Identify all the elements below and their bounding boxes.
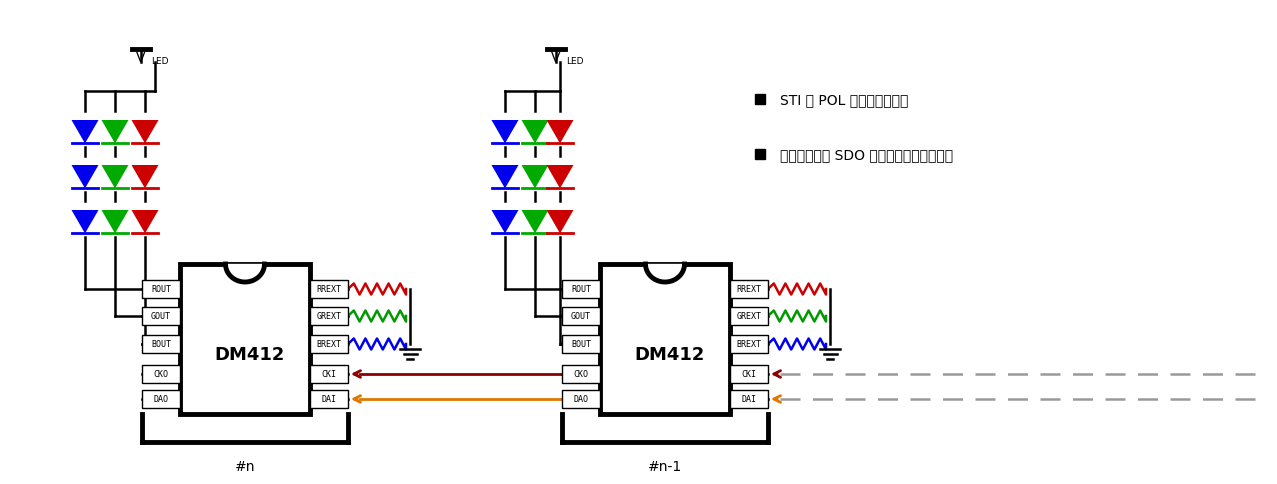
Bar [562,390,600,408]
Text: CKO: CKO [153,370,169,378]
Polygon shape [547,121,573,144]
Polygon shape [72,166,98,189]
Polygon shape [547,166,573,189]
Polygon shape [72,121,98,144]
Polygon shape [492,121,518,144]
Text: DAI: DAI [742,394,756,404]
Bar [730,335,767,353]
Bar [310,307,349,325]
Text: DM412: DM412 [635,345,705,363]
Bar [562,365,600,383]
Text: DM412: DM412 [215,345,285,363]
Bar [730,307,767,325]
Polygon shape [521,166,549,189]
Text: STI 与 POL 端连接至高准位: STI 与 POL 端连接至高准位 [780,93,908,107]
Bar [310,335,349,353]
Bar [142,280,180,298]
Bar [562,280,600,298]
Polygon shape [101,121,129,144]
Polygon shape [547,211,573,234]
Polygon shape [72,211,98,234]
Text: RREXT: RREXT [737,285,761,294]
Text: CKI: CKI [742,370,756,378]
Bar [310,390,349,408]
Bar [310,280,349,298]
Text: #n: #n [235,459,255,473]
Bar [142,335,180,353]
Text: ROUT: ROUT [151,285,171,294]
Text: BOUT: BOUT [151,340,171,349]
Polygon shape [101,166,129,189]
Text: LED: LED [566,58,584,66]
Text: DAI: DAI [322,394,337,404]
Bar [730,390,767,408]
Text: 视系统应用将 SDO 端连接至高或低电位源: 视系统应用将 SDO 端连接至高或低电位源 [780,148,953,162]
Text: V: V [137,51,146,65]
Bar [562,335,600,353]
Text: BREXT: BREXT [737,340,761,349]
Polygon shape [492,166,518,189]
Bar [600,264,730,414]
Polygon shape [101,211,129,234]
Text: GREXT: GREXT [317,312,341,321]
Text: GOUT: GOUT [151,312,171,321]
Polygon shape [132,166,158,189]
Bar [142,307,180,325]
Text: LED: LED [151,58,169,66]
Polygon shape [492,211,518,234]
Text: CKO: CKO [573,370,589,378]
Polygon shape [132,211,158,234]
Bar [562,307,600,325]
Bar [310,365,349,383]
Bar [730,365,767,383]
Text: CKI: CKI [322,370,337,378]
Text: DAO: DAO [573,394,589,404]
Bar [730,280,767,298]
Text: BREXT: BREXT [317,340,341,349]
Polygon shape [521,211,549,234]
Text: GREXT: GREXT [737,312,761,321]
Text: V: V [552,51,561,65]
Text: GOUT: GOUT [571,312,591,321]
Bar [142,390,180,408]
Polygon shape [132,121,158,144]
Text: ROUT: ROUT [571,285,591,294]
Text: BOUT: BOUT [571,340,591,349]
Text: DAO: DAO [153,394,169,404]
Bar [142,365,180,383]
Polygon shape [521,121,549,144]
Text: #n-1: #n-1 [647,459,682,473]
Text: RREXT: RREXT [317,285,341,294]
Bar [180,264,310,414]
